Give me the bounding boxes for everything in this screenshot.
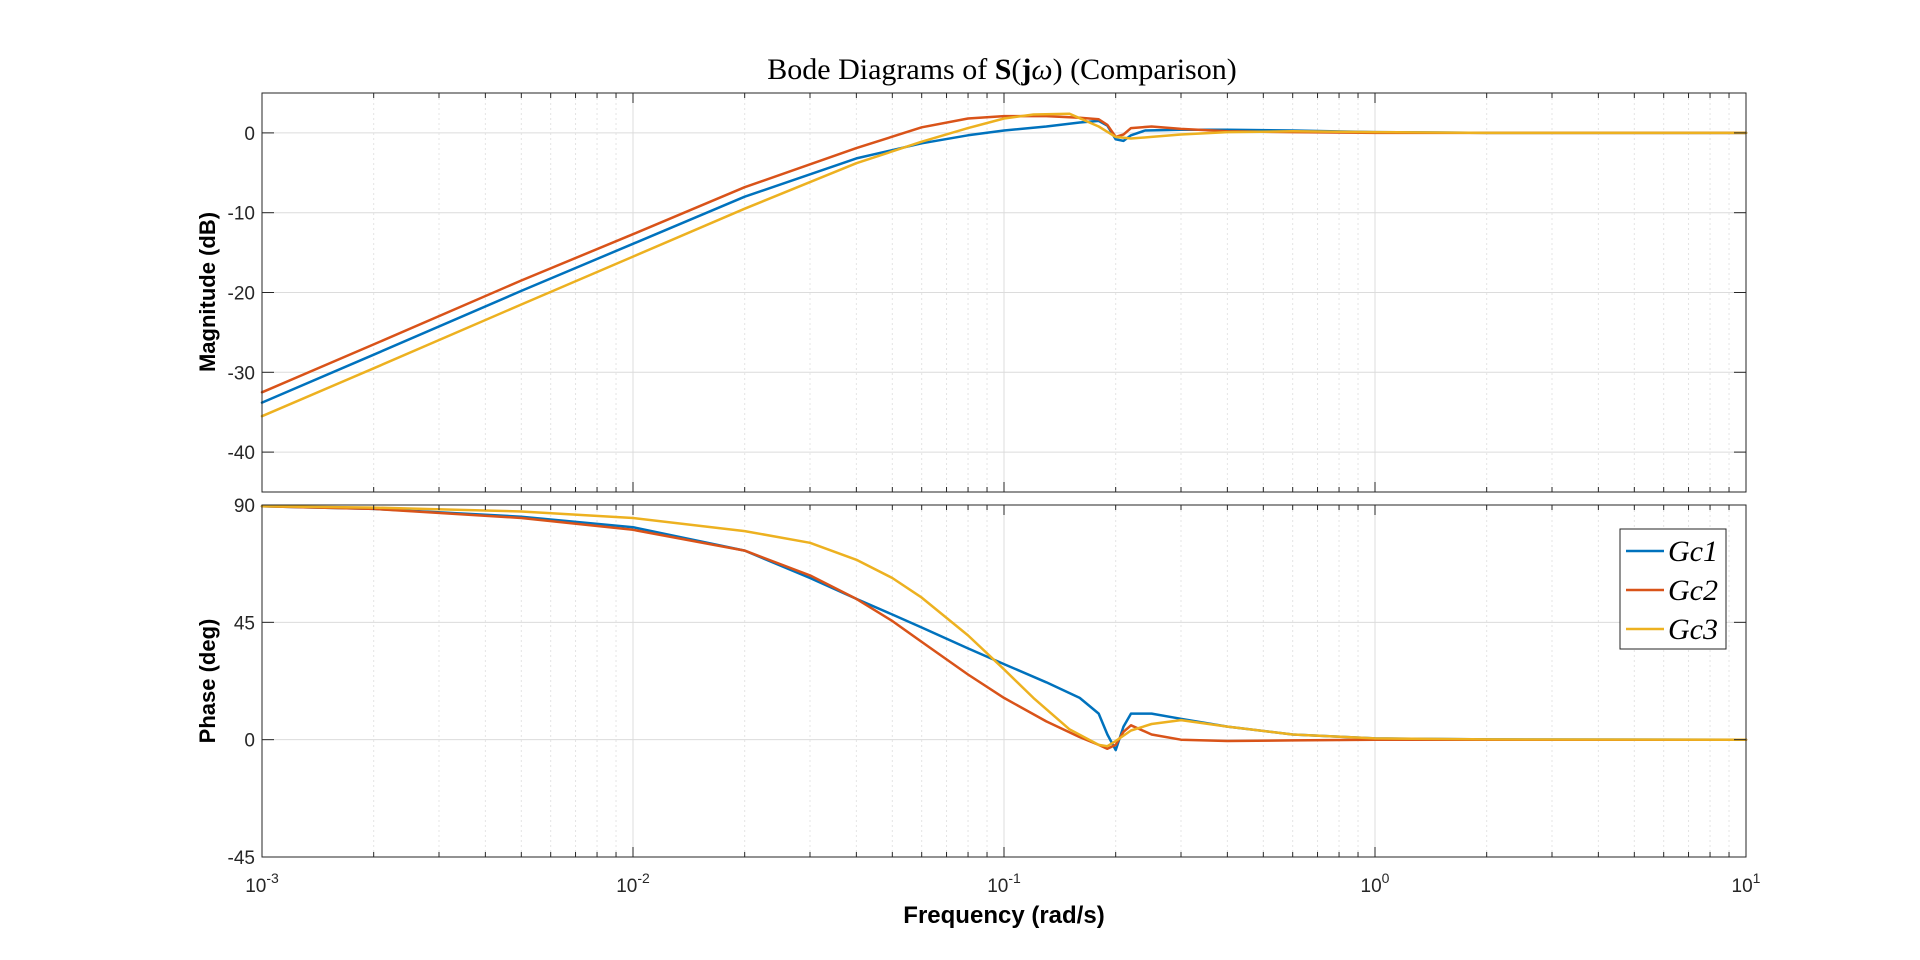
y-tick-label: 90 (234, 496, 255, 517)
magnitude-x-ticks (261, 93, 1747, 492)
title-prefix: Bode Diagrams of (767, 53, 994, 86)
phase-ylabel: Phase (deg) (195, 619, 220, 744)
y-tick-label: -30 (228, 363, 255, 384)
x-axis-label: Frequency (rad/s) (903, 902, 1104, 929)
magnitude-ylabel: Magnitude (dB) (195, 212, 220, 372)
title-bold-s: S (995, 53, 1012, 86)
y-tick-label: -10 (228, 204, 255, 225)
magnitude-panel: 0 -10 -20 -30 -40 Magnitude (dB) (195, 92, 1748, 493)
phase-series (260, 505, 1748, 752)
phase-y-ticks: 90 45 0 -45 (228, 496, 1746, 869)
magnitude-y-ticks: 0 -10 -20 -30 -40 (228, 124, 1746, 464)
legend-label-gc3: Gc3 (1668, 613, 1718, 646)
phase-line-gc2 (260, 505, 1748, 751)
x-tick-label: 10-2 (616, 870, 650, 897)
magnitude-series (260, 112, 1748, 418)
x-tick-label: 101 (1732, 870, 1761, 897)
legend-label-gc2: Gc2 (1668, 574, 1718, 607)
y-tick-label: 45 (234, 613, 255, 634)
x-tick-label: 10-1 (987, 870, 1021, 897)
magnitude-line-gc1 (260, 119, 1748, 404)
y-tick-label: 0 (244, 731, 255, 752)
legend-entries: Gc1 Gc2 Gc3 (1626, 535, 1718, 646)
y-tick-label: -20 (228, 284, 255, 305)
phase-x-ticks: 10-3 10-2 10-1 100 101 (245, 505, 1761, 897)
x-tick-label: 100 (1361, 870, 1390, 897)
title-suffix: ) (Comparison) (1053, 53, 1237, 86)
y-tick-label: -40 (228, 443, 255, 464)
magnitude-line-gc3 (260, 112, 1748, 418)
title-paren-open: ( (1011, 53, 1021, 86)
y-tick-label: -45 (228, 848, 255, 869)
x-tick-label: 10-3 (245, 870, 279, 897)
legend: Gc1 Gc2 Gc3 (1619, 528, 1727, 650)
phase-panel: 90 45 0 -45 10-3 10-2 10-1 100 101 Phase (deg) (195, 496, 1761, 897)
title-omega: ω (1031, 53, 1052, 86)
phase-line-gc3 (260, 505, 1748, 748)
chart-title: Bode Diagrams of S(jω) (Comparison) (767, 53, 1236, 86)
legend-label-gc1: Gc1 (1668, 535, 1718, 568)
y-tick-label: 0 (244, 124, 255, 145)
title-bold-j: j (1020, 53, 1031, 86)
